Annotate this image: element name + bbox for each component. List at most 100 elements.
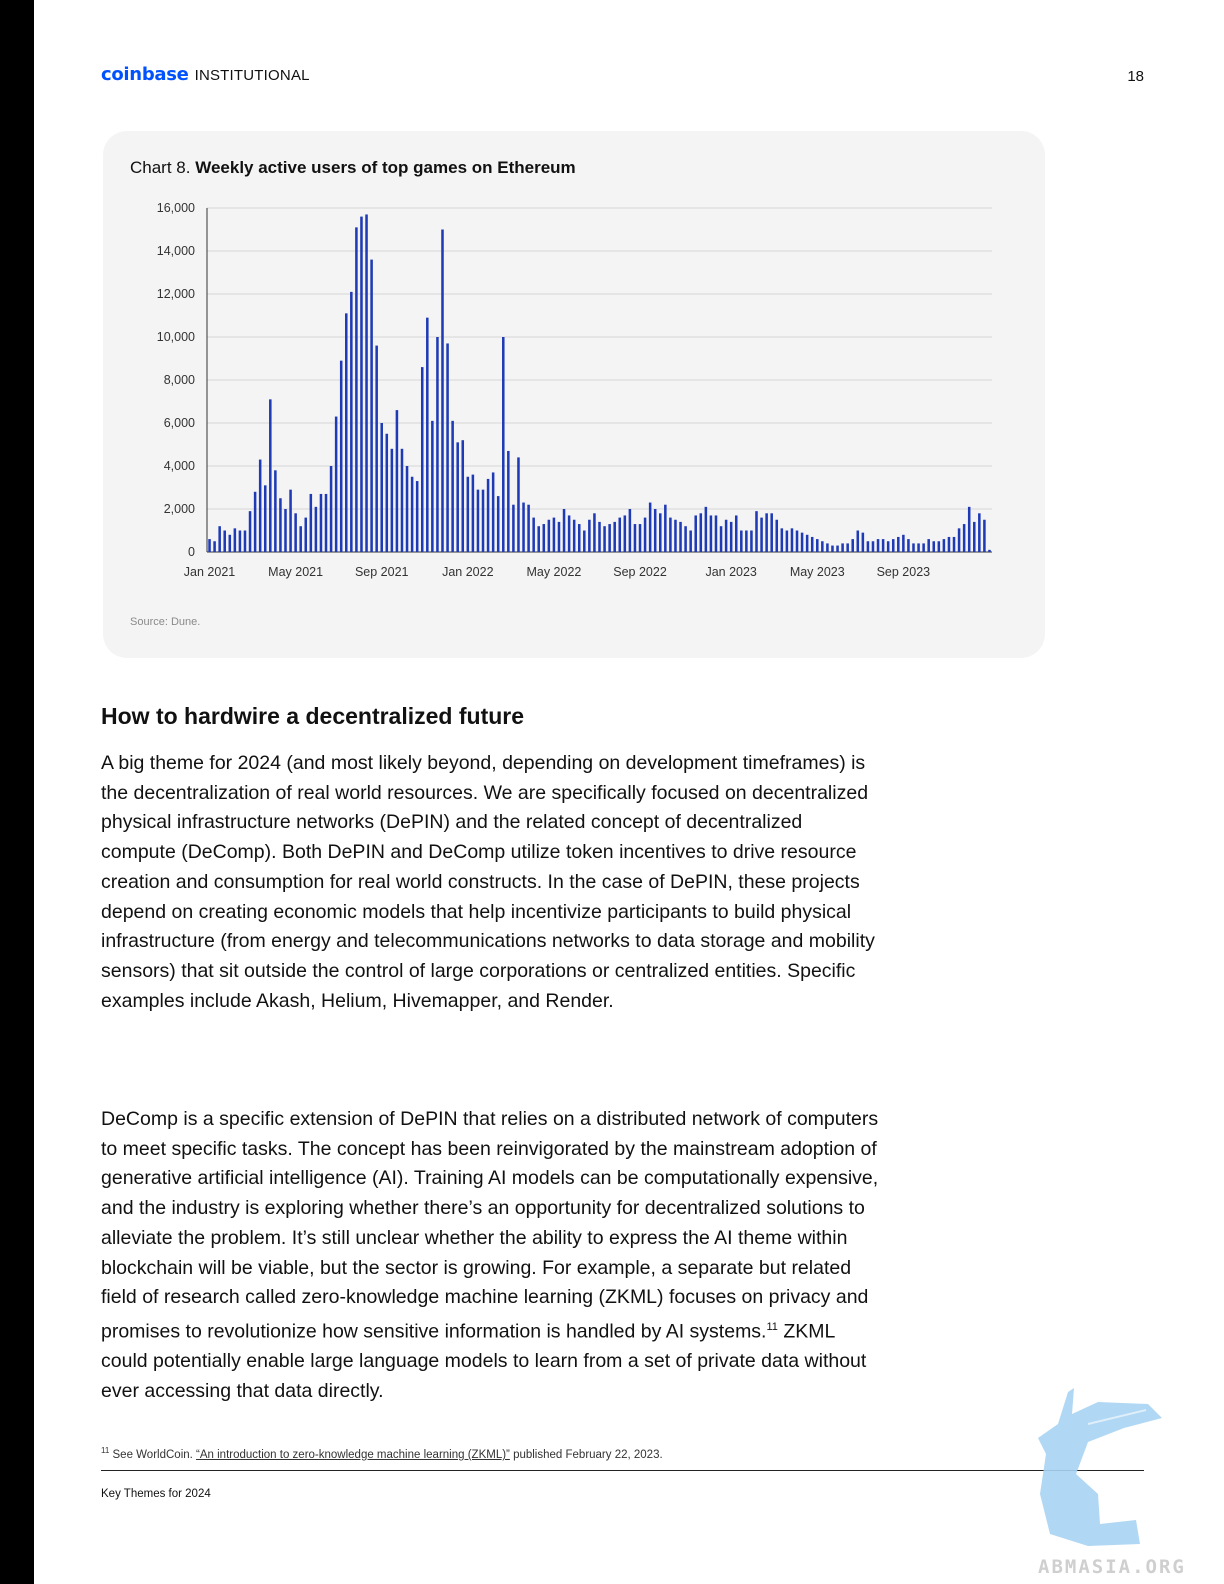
chart-bar [962, 524, 966, 552]
chart-bar [674, 519, 677, 552]
chart-bar [957, 528, 961, 552]
chart-gridlines [206, 207, 992, 553]
chart-bar [496, 496, 500, 552]
chart-bar [390, 448, 394, 552]
chart-bar [319, 493, 323, 552]
chart-bar [588, 519, 591, 552]
chart-bar [821, 541, 824, 552]
chart-bar [734, 515, 738, 552]
chart-bar [431, 420, 434, 552]
chart-bar [669, 517, 672, 552]
chart-bar [420, 367, 424, 552]
chart-bar [618, 517, 622, 552]
chart-bar [861, 532, 865, 552]
chart-bar [279, 498, 282, 552]
chart-bar [294, 513, 297, 552]
chart-bar [805, 534, 809, 552]
chart-bar [664, 504, 667, 552]
chart-bar [248, 511, 252, 552]
chart-bar [557, 521, 561, 552]
x-tick-label: Sep 2023 [877, 565, 931, 579]
chart-bar [567, 515, 571, 552]
chart-bar [755, 511, 758, 552]
chart-bar [527, 504, 530, 552]
chart-bar [339, 360, 343, 552]
chart-bar [355, 227, 358, 552]
chart-bar [623, 515, 627, 552]
chart-bar [790, 528, 794, 552]
body-paragraph-1: A big theme for 2024 (and most likely be… [101, 752, 875, 1012]
chart-card: Chart 8. Weekly active users of top game… [103, 131, 1045, 658]
x-axis-labels: Jan 2021 May 2021 Sep 2021 Jan 2022 May 2022… [184, 565, 930, 579]
chart-bar [370, 259, 373, 552]
chart-bar [253, 491, 257, 552]
chart-bar [385, 433, 389, 552]
chart-bar [871, 541, 875, 552]
chart-bar [547, 519, 551, 552]
x-tick-label: Sep 2021 [355, 565, 409, 579]
chart-bar [643, 517, 647, 552]
chart-bar [922, 543, 925, 552]
chart-bar [309, 493, 313, 552]
chart-bar [223, 530, 226, 552]
paragraph-2-text: DeComp is a specific extension of DePIN … [101, 1108, 879, 1343]
page-number: 18 [1127, 68, 1144, 85]
y-tick-label: 6,000 [164, 416, 195, 430]
chart-bar [289, 489, 292, 552]
chart-bar [851, 539, 854, 552]
chart-bar [329, 466, 333, 552]
chart-bar [238, 530, 242, 552]
y-tick-label: 10,000 [157, 330, 195, 344]
chart-bar [876, 539, 880, 552]
chart-bar [613, 521, 616, 552]
chart-bar [243, 530, 247, 552]
chart-bar [679, 521, 682, 552]
x-tick-label: Jan 2021 [184, 565, 235, 579]
chart-bar [380, 423, 383, 552]
chart-bar [491, 472, 495, 552]
chart-bar [775, 519, 779, 552]
chart-bar [937, 541, 941, 552]
x-tick-label: May 2023 [790, 565, 845, 579]
chart-bar [750, 530, 753, 552]
page-header: coinbase INSTITUTIONAL [101, 64, 310, 85]
chart-bar [927, 539, 930, 552]
footnote-link[interactable]: “An introduction to zero-knowledge machi… [196, 1448, 510, 1461]
chart-bar [907, 539, 910, 552]
chart-bar [228, 534, 232, 552]
chart-bar [481, 489, 485, 552]
chart-bar [263, 485, 267, 552]
chart-bar [476, 489, 480, 552]
chart-bar [426, 317, 429, 552]
chart-bar [334, 416, 338, 552]
y-tick-label: 0 [188, 545, 195, 559]
chart-bar [461, 440, 465, 552]
chart-bar [881, 539, 885, 552]
chart-bar [912, 543, 915, 552]
chart-bar [583, 530, 586, 552]
x-tick-label: Jan 2023 [705, 565, 756, 579]
section-heading: How to hardwire a decentralized future [101, 703, 525, 729]
chart-bar [304, 517, 308, 552]
chart-bar [780, 528, 784, 552]
footnote: 11 See WorldCoin. “An introduction to ze… [101, 1446, 663, 1461]
watermark-dragon-logo [1038, 1388, 1162, 1546]
footnote-reference[interactable]: 11 [766, 1320, 778, 1333]
y-axis-labels: 0 2,000 4,000 6,000 8,000 10,000 12,000 14,000 1… [157, 201, 195, 559]
chart-bar [988, 549, 991, 552]
chart-bar [375, 345, 378, 552]
chart-bar [258, 459, 262, 552]
brand-subtitle: INSTITUTIONAL [194, 67, 310, 84]
chart-bar [517, 457, 520, 552]
chart-bar [891, 539, 895, 552]
footnote-prefix: See WorldCoin. [109, 1448, 197, 1461]
chart-bar [314, 506, 318, 552]
chart-source: Source: Dune. [130, 616, 201, 628]
chart-bar [942, 539, 946, 552]
chart-bar [405, 466, 409, 552]
chart-bar [522, 502, 525, 552]
chart-bar [446, 343, 449, 552]
chart-bar [983, 519, 986, 552]
chart-bar [410, 476, 414, 552]
chart-bar [729, 521, 733, 552]
